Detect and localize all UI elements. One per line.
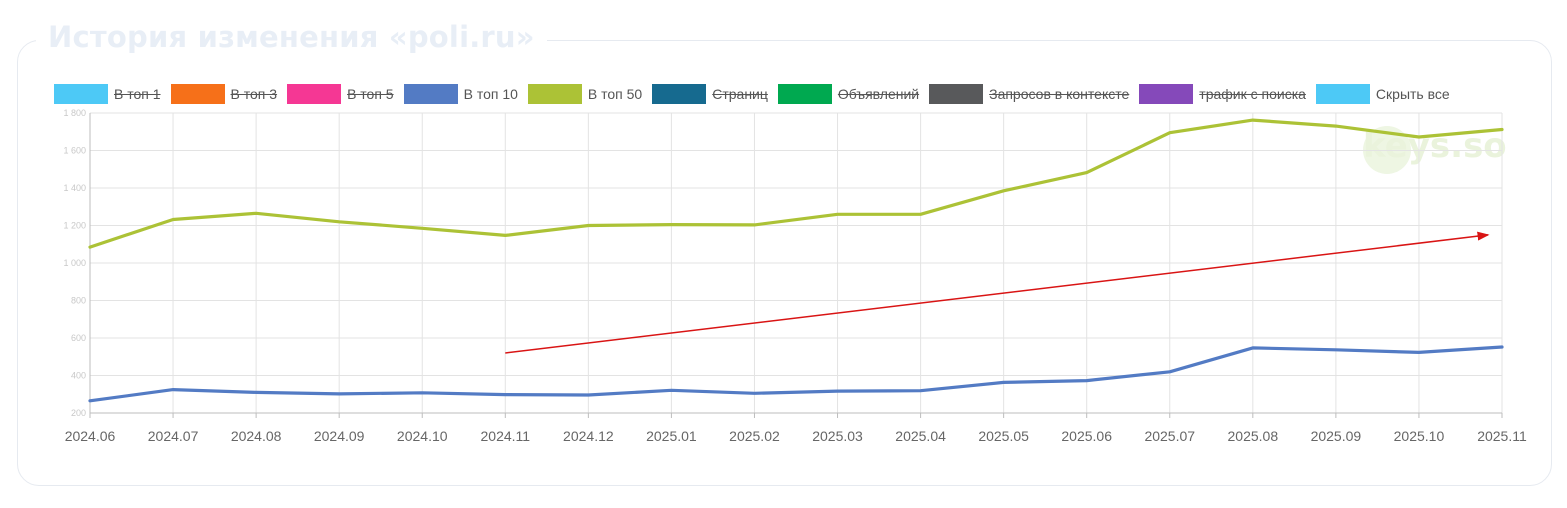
x-tick-label: 2024.10 bbox=[397, 428, 448, 444]
x-tick-label: 2025.08 bbox=[1228, 428, 1279, 444]
x-tick-label: 2025.04 bbox=[895, 428, 946, 444]
series-line bbox=[88, 118, 1504, 249]
legend-swatch bbox=[54, 84, 108, 104]
legend-swatch bbox=[403, 84, 458, 104]
x-tick-label: 2025.02 bbox=[729, 428, 780, 444]
legend-item[interactable]: В топ 50 bbox=[527, 84, 643, 104]
legend-swatch bbox=[777, 84, 832, 104]
legend-label: Объявлений bbox=[837, 86, 920, 102]
y-tick-label: 1 200 bbox=[63, 221, 86, 231]
x-tick-label: 2024.08 bbox=[231, 428, 282, 444]
legend-swatch bbox=[170, 84, 225, 104]
legend-label: В топ 5 bbox=[347, 86, 394, 102]
legend-swatch bbox=[287, 84, 342, 104]
x-tick-label: 2025.07 bbox=[1144, 428, 1195, 444]
y-tick-label: 1 600 bbox=[63, 146, 86, 156]
y-tick-label: 1 000 bbox=[63, 258, 86, 268]
legend-item[interactable]: Объявлений bbox=[777, 84, 920, 104]
x-tick-label: 2024.12 bbox=[563, 428, 614, 444]
panel-title: История изменения «poli.ru» bbox=[36, 20, 547, 54]
x-tick-label: 2025.01 bbox=[646, 428, 697, 444]
hide-all-label: Скрыть все bbox=[1375, 86, 1450, 102]
legend-swatch bbox=[929, 84, 984, 104]
hide-all-button[interactable]: Скрыть все bbox=[1315, 84, 1450, 104]
x-tick-label: 2025.11 bbox=[1477, 428, 1527, 444]
x-tick-label: 2025.10 bbox=[1394, 428, 1445, 444]
y-tick-label: 600 bbox=[71, 333, 86, 343]
y-tick-label: 800 bbox=[71, 296, 86, 306]
x-tick-label: 2025.06 bbox=[1061, 428, 1112, 444]
x-tick-label: 2025.03 bbox=[812, 428, 863, 444]
x-tick-label: 2024.06 bbox=[65, 428, 116, 444]
x-tick-label: 2024.09 bbox=[314, 428, 365, 444]
x-tick-label: 2025.09 bbox=[1311, 428, 1362, 444]
legend-item[interactable]: Запросов в контексте bbox=[929, 84, 1129, 104]
x-tick-label: 2024.07 bbox=[148, 428, 199, 444]
legend-label: Страниц bbox=[712, 86, 768, 102]
legend-swatch bbox=[1139, 84, 1194, 104]
legend-item[interactable]: В топ 5 bbox=[287, 84, 394, 104]
legend-swatch bbox=[527, 84, 582, 104]
chart-panel bbox=[17, 40, 1552, 486]
y-tick-label: 200 bbox=[71, 408, 86, 418]
legend-label: Запросов в контексте bbox=[989, 86, 1130, 102]
legend-item[interactable]: Страниц bbox=[652, 84, 768, 104]
legend-item[interactable]: В топ 1 bbox=[54, 84, 161, 104]
trend-arrow bbox=[505, 231, 1490, 354]
legend-label: трафик с поиска bbox=[1199, 86, 1306, 102]
legend-item[interactable]: В топ 3 bbox=[170, 84, 278, 104]
chart-legend: В топ 1 В топ 3 В топ 5 В топ 10 В топ 50 Стр… bbox=[54, 83, 1527, 105]
legend-item[interactable]: В топ 10 bbox=[403, 84, 518, 104]
legend-item[interactable]: трафик с поиска bbox=[1139, 84, 1306, 104]
legend-swatch bbox=[652, 84, 707, 104]
x-tick-label: 2025.05 bbox=[978, 428, 1029, 444]
legend-label: В топ 1 bbox=[114, 86, 161, 102]
legend-label: В топ 50 bbox=[587, 86, 643, 102]
legend-label: В топ 3 bbox=[230, 86, 278, 102]
series-line bbox=[88, 345, 1504, 403]
legend-swatch bbox=[1315, 84, 1370, 104]
x-tick-label: 2024.11 bbox=[481, 428, 531, 444]
y-tick-label: 400 bbox=[71, 371, 86, 381]
legend-label: В топ 10 bbox=[463, 86, 518, 102]
y-tick-label: 1 800 bbox=[63, 108, 86, 118]
y-tick-label: 1 400 bbox=[63, 183, 86, 193]
